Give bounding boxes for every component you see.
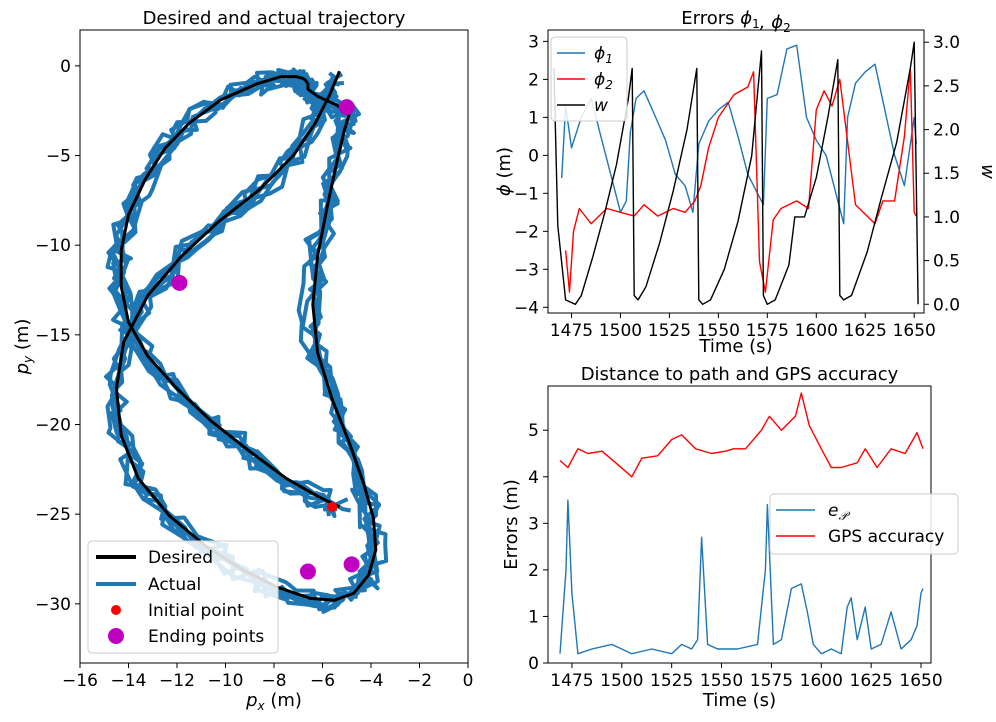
errors-y2tick-label: 2.5 <box>933 77 960 97</box>
errors-xtick-label: 1550 <box>697 321 740 341</box>
trajectory-xtick-label: −6 <box>310 671 335 691</box>
trajectory-ytick-label: −15 <box>35 326 71 346</box>
initial-point <box>327 501 338 512</box>
trajectory-xtick-label: −14 <box>111 671 147 691</box>
errors-xtick-label: 1475 <box>550 321 593 341</box>
distance-xtick-label: 1475 <box>550 671 593 691</box>
errors-xtick-label: 1575 <box>746 321 789 341</box>
distance-xtick-label: 1575 <box>750 671 793 691</box>
distance-ylabel: Errors (m) <box>501 479 522 570</box>
trajectory-ytick-label: −20 <box>35 416 71 436</box>
trajectory-ytick-label: −10 <box>35 236 71 256</box>
distance-ytick-label: 2 <box>528 561 539 581</box>
distance-xtick-label: 1625 <box>850 671 893 691</box>
trajectory-panel: −16 −14 −12 −10 −8 −6 −4 −2 00−5−10−15−20−25−30D… <box>12 8 473 713</box>
trajectory-legend-label: Ending points <box>148 627 264 647</box>
errors-ytick-label: 1 <box>528 108 539 128</box>
trajectory-ytick-label: −25 <box>35 505 71 525</box>
errors-xtick-label: 1500 <box>599 321 642 341</box>
actual-trajectory-lap <box>110 75 380 614</box>
errors-xtick-label: 1650 <box>893 321 936 341</box>
trajectory-xtick-label: −12 <box>159 671 195 691</box>
trajectory-ytick-label: −30 <box>35 595 71 615</box>
errors-y2tick-label: 0.0 <box>933 295 960 315</box>
errors-ytick-label: −3 <box>514 260 539 280</box>
errors-axes-frame <box>547 29 925 314</box>
trajectory-xlabel: px (m) <box>245 690 302 713</box>
distance-legend-label: GPS accuracy <box>828 527 944 547</box>
trajectory-title: Desired and actual trajectory <box>143 8 406 29</box>
errors-xlabel: Time (s) <box>698 336 772 357</box>
ending-point <box>299 563 316 580</box>
trajectory-ytick-label: −5 <box>46 147 71 167</box>
errors-y2tick-label: 3.0 <box>933 33 960 53</box>
ending-point <box>343 556 360 573</box>
trajectory-legend-label: Actual <box>148 575 201 595</box>
distance-gps-panel: 1475 1500 1525 1550 1575 1600 1625 1650 0 1 2 3 4 5 Di… <box>501 364 959 711</box>
distance-title: Distance to path and GPS accuracy <box>581 364 899 385</box>
gps-accuracy-line <box>559 392 924 478</box>
errors-legend-box <box>550 36 628 122</box>
errors-phi-panel: 1475 1500 1525 1550 1575 1600 1625 1650 −4 −3 −2 −1… <box>494 8 996 357</box>
actual-trajectory-lap <box>105 70 382 609</box>
trajectory-xtick-label: 0 <box>463 671 474 691</box>
trajectory-legend-marker <box>111 605 121 615</box>
errors-legend-label: w <box>594 96 608 116</box>
distance-xtick-label: 1600 <box>800 671 843 691</box>
trajectory-legend-label: Desired <box>148 548 213 568</box>
errors-ytick-label: 3 <box>528 32 539 52</box>
errors-legend: ϕ1 ϕ2 w <box>550 36 628 122</box>
ending-point <box>338 99 355 116</box>
path-distance-line <box>559 499 924 655</box>
distance-xtick-label: 1500 <box>600 671 643 691</box>
trajectory-ytick-label: 0 <box>60 57 71 77</box>
distance-xtick-label: 1550 <box>700 671 743 691</box>
errors-ytick-label: 2 <box>528 70 539 90</box>
distance-xtick-label: 1525 <box>650 671 693 691</box>
trajectory-xtick-label: −2 <box>407 671 432 691</box>
errors-title: Errors ϕ1, ϕ2 <box>681 8 790 35</box>
errors-legend-label: ϕ1 <box>594 44 613 66</box>
errors-ytick-label: 0 <box>528 146 539 166</box>
errors-xtick-label: 1600 <box>795 321 838 341</box>
errors-xtick-label: 1625 <box>844 321 887 341</box>
distance-ytick-label: 0 <box>528 654 539 674</box>
distance-ytick-label: 3 <box>528 514 539 534</box>
desired-trajectory <box>114 70 378 602</box>
distance-ytick-label: 1 <box>528 607 539 627</box>
w-line <box>553 41 919 305</box>
distance-xtick-label: 1650 <box>899 671 942 691</box>
trajectory-legend-label: Initial point <box>148 601 244 621</box>
trajectory-xtick-label: −4 <box>358 671 383 691</box>
errors-ylabel: ϕ (m) <box>494 147 515 196</box>
errors-y2label: w <box>977 164 996 179</box>
distance-ytick-label: 5 <box>528 421 539 441</box>
trajectory-xtick-label: −16 <box>62 671 98 691</box>
trajectory-xtick-label: −8 <box>261 671 286 691</box>
errors-y2tick-label: 0.5 <box>933 252 960 272</box>
trajectory-legend: Desired Actual Initial point Ending points <box>87 540 279 654</box>
trajectory-ylabel: py (m) <box>12 319 35 376</box>
errors-y2tick-label: 1.5 <box>933 164 960 184</box>
trajectory-legend-marker <box>108 628 124 644</box>
errors-y2tick-label: 2.0 <box>933 121 960 141</box>
errors-legend-label: ϕ2 <box>594 70 613 92</box>
errors-xtick-label: 1525 <box>648 321 691 341</box>
distance-xlabel: Time (s) <box>702 690 776 711</box>
errors-ytick-label: −1 <box>514 184 539 204</box>
errors-ytick-label: −2 <box>514 222 539 242</box>
trajectory-legend-box <box>87 540 279 654</box>
errors-y2tick-label: 1.0 <box>933 208 960 228</box>
distance-ytick-label: 4 <box>528 468 539 488</box>
errors-ytick-label: −4 <box>514 298 539 318</box>
distance-legend-box <box>769 493 959 555</box>
ending-point <box>171 274 188 291</box>
trajectory-xtick-label: −10 <box>208 671 244 691</box>
